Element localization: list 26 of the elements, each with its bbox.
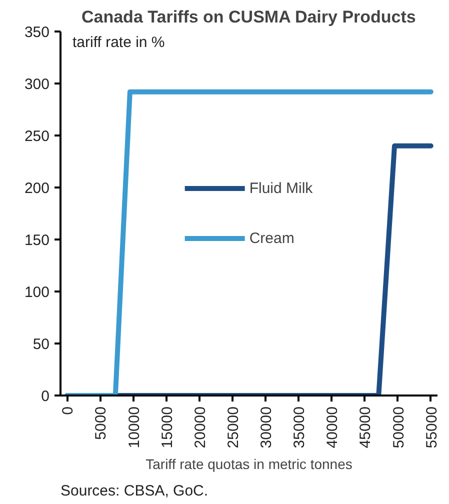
x-tick-label: 10000 xyxy=(126,406,143,448)
x-tick-label: 40000 xyxy=(324,406,342,448)
legend-label: Fluid Milk xyxy=(249,180,313,196)
y-tick-label: 250 xyxy=(24,128,50,145)
y-tick-label: 350 xyxy=(24,24,50,41)
y-tick-label: 300 xyxy=(24,76,50,93)
x-tick-label: 45000 xyxy=(357,406,374,448)
legend-label: Cream xyxy=(249,230,294,246)
y-tick-label: 200 xyxy=(24,180,50,197)
x-tick-label: 15000 xyxy=(158,406,176,448)
y-axis-title: tariff rate in % xyxy=(72,34,165,51)
y-tick-label: 150 xyxy=(24,232,50,249)
x-tick-label: 30000 xyxy=(258,406,276,448)
x-tick-label: 25000 xyxy=(224,406,242,448)
chart-title: Canada Tariffs on CUSMA Dairy Products xyxy=(81,8,416,26)
x-tick-label: 0 xyxy=(60,406,77,415)
x-tick-label: 20000 xyxy=(192,406,209,448)
y-tick-label: 0 xyxy=(41,388,50,405)
x-axis-title: Tariff rate quotas in metric tonnes xyxy=(146,456,352,472)
source-note: Sources: CBSA, GoC. xyxy=(60,482,208,500)
y-tick-label: 100 xyxy=(24,284,50,301)
x-tick-label: 55000 xyxy=(423,406,440,448)
x-tick-label: 50000 xyxy=(390,406,408,448)
y-tick-label: 50 xyxy=(32,336,50,353)
x-tick-label: 35000 xyxy=(291,406,308,448)
x-tick-label: 5000 xyxy=(92,406,110,440)
